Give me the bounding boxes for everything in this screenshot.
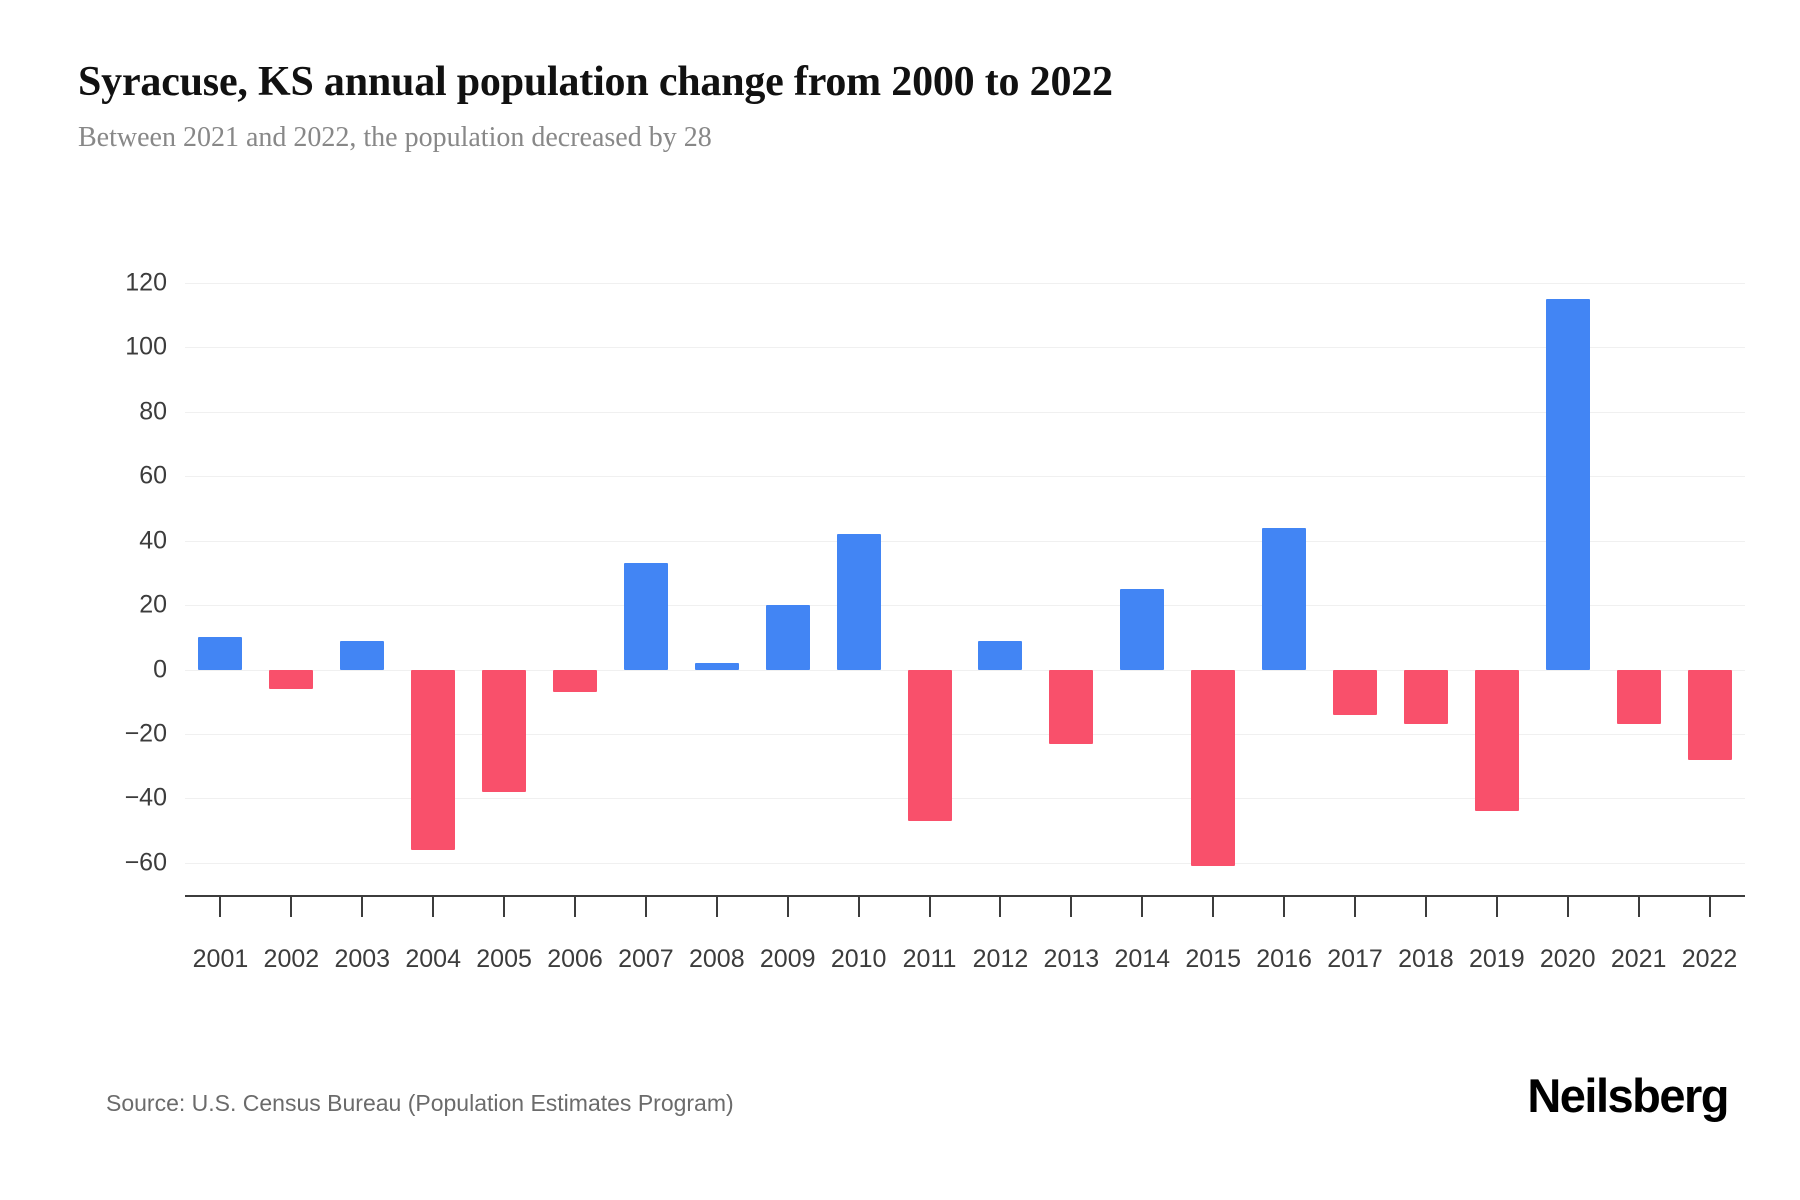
x-axis-tick-mark: [928, 897, 931, 917]
x-axis-tick-label: 2003: [334, 945, 391, 973]
y-axis-tick-label: −60: [124, 848, 167, 877]
x-axis-tick-label: 2010: [830, 945, 887, 973]
x-axis-tick-mark: [1566, 897, 1569, 917]
source-note: Source: U.S. Census Bureau (Population E…: [106, 1090, 734, 1116]
bar-2018[interactable]: [1403, 669, 1448, 725]
bar-2003[interactable]: [340, 640, 385, 670]
gridline-0: [185, 669, 1745, 671]
x-axis-tick-mark: [574, 897, 576, 917]
bar-2006[interactable]: [553, 669, 597, 693]
x-axis-tick-label: 2015: [1185, 945, 1241, 973]
gridline-40: [185, 540, 1745, 542]
y-axis-tick-label: 100: [125, 332, 167, 361]
x-axis-tick-mark: [857, 897, 860, 917]
x-axis-tick-mark: [503, 897, 506, 917]
y-axis-tick-label: 80: [139, 397, 167, 426]
x-axis-tick-mark: [219, 897, 222, 917]
bar-2014[interactable]: [1120, 589, 1165, 670]
x-axis-tick-label: 2011: [902, 945, 957, 973]
bar-2016[interactable]: [1262, 527, 1307, 670]
x-axis-tick-label: 2018: [1398, 945, 1454, 973]
bar-2020[interactable]: [1545, 299, 1590, 670]
x-axis-tick-mark: [361, 897, 364, 917]
bar-2004[interactable]: [411, 669, 456, 850]
x-axis-tick-label: 2020: [1539, 945, 1596, 973]
bar-2011[interactable]: [907, 669, 952, 821]
x-axis-tick-mark: [1141, 897, 1144, 917]
y-axis-tick-label: 120: [125, 268, 167, 297]
x-axis-tick-label: 2006: [547, 945, 603, 973]
y-axis-tick-label: 40: [139, 526, 167, 555]
x-axis-tick-label: 2012: [972, 945, 1029, 973]
gridline--20: [185, 733, 1745, 735]
brand-logo: Neilsberg: [1527, 1069, 1729, 1122]
x-axis-tick-mark: [1637, 897, 1640, 917]
x-axis-tick-label: 2014: [1114, 945, 1171, 973]
x-axis-tick-mark: [1283, 897, 1286, 917]
bar-2013[interactable]: [1049, 669, 1094, 744]
gridline--40: [185, 798, 1745, 800]
bar-2012[interactable]: [978, 640, 1023, 670]
x-axis-tick-mark: [432, 897, 435, 917]
x-axis-tick-mark: [1495, 897, 1498, 917]
y-axis-tick-label: 60: [139, 461, 167, 490]
bar-2022[interactable]: [1687, 669, 1732, 760]
bar-2008[interactable]: [694, 663, 739, 670]
gridline-120: [185, 283, 1745, 284]
y-axis-tick-label: −40: [124, 783, 167, 812]
gridline-80: [185, 411, 1745, 413]
gridline-100: [185, 347, 1745, 349]
gridline-60: [185, 476, 1745, 478]
bar-2015[interactable]: [1191, 669, 1236, 866]
x-axis-tick-mark: [715, 897, 718, 917]
bar-2019[interactable]: [1474, 669, 1519, 812]
x-axis-tick-label: 2019: [1469, 945, 1525, 973]
x-axis-tick-label: 2017: [1327, 945, 1383, 973]
x-axis-tick-mark: [290, 897, 293, 917]
chart-subtitle: Between 2021 and 2022, the population de…: [78, 122, 712, 153]
x-axis-tick-label: 2021: [1610, 945, 1667, 973]
x-axis-tick-mark: [1212, 897, 1215, 917]
bar-2007[interactable]: [623, 563, 668, 670]
x-axis-line: [185, 895, 1745, 897]
gridline-20: [185, 605, 1745, 607]
x-axis-tick-label: 2002: [263, 945, 320, 973]
bar-2005[interactable]: [482, 669, 527, 792]
x-axis-tick-label: 2008: [689, 945, 745, 973]
x-axis-tick-mark: [1708, 897, 1711, 917]
bar-2017[interactable]: [1333, 669, 1377, 715]
gridline--60: [185, 862, 1745, 864]
x-axis-tick-label: 2022: [1681, 945, 1738, 973]
bar-2009[interactable]: [765, 605, 810, 670]
x-axis-tick-label: 2016: [1256, 945, 1312, 973]
x-axis-tick-mark: [1354, 897, 1356, 917]
x-axis-tick-label: 2009: [759, 945, 816, 973]
plot-area: [185, 283, 1745, 895]
x-axis-tick-mark: [999, 897, 1002, 917]
y-axis-tick-label: 20: [139, 590, 167, 619]
x-axis-tick-mark: [786, 897, 789, 917]
x-axis-tick-label: 2005: [476, 945, 532, 973]
bar-2010[interactable]: [836, 534, 881, 670]
y-axis-tick-label: −20: [124, 719, 167, 748]
bar-2021[interactable]: [1616, 669, 1661, 725]
x-axis-tick-mark: [644, 897, 647, 917]
x-axis-tick-label: 2004: [405, 945, 461, 973]
bar-2002[interactable]: [269, 669, 314, 689]
x-axis-tick-mark: [1070, 897, 1073, 917]
x-axis-tick-label: 2001: [192, 945, 249, 973]
x-axis-tick-label: 2013: [1043, 945, 1100, 973]
x-axis-tick-label: 2007: [618, 945, 674, 973]
x-axis-tick-mark: [1424, 897, 1427, 917]
bar-2001[interactable]: [198, 637, 243, 670]
page-title: Syracuse, KS annual population change fr…: [78, 59, 1113, 105]
y-axis-tick-label: 0: [153, 655, 167, 684]
